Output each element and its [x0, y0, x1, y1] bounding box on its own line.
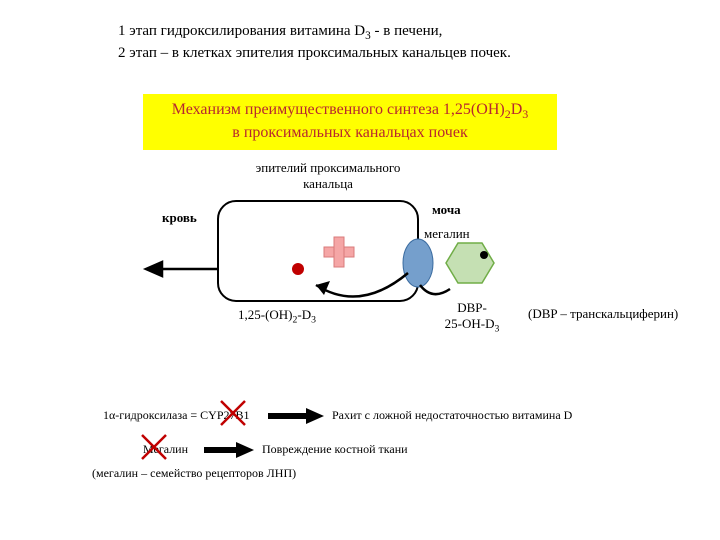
banner-line2: в проксимальных канальцах почек [232, 124, 467, 141]
diagram [140, 195, 520, 335]
footer-rachitis: Рахит с ложной недостаточностью витамина… [332, 408, 572, 423]
product-dot [292, 263, 304, 275]
label-epithelium-1: эпителий проксимального [256, 160, 401, 175]
arrow-cyp-rachitis [268, 406, 324, 426]
label-epithelium: эпителий проксимального канальца [238, 160, 418, 192]
banner-line1-pre: Механизм преимущественного синтеза 1,25(… [172, 101, 505, 118]
banner-line1-mid: D [511, 101, 523, 118]
label-epithelium-2: канальца [303, 176, 353, 191]
heading-line2: 2 этап – в клетках эпителия проксимальны… [118, 45, 511, 61]
label-dbp-note: (DBP – транскальциферин) [528, 306, 678, 322]
footer-megalin-note: (мегалин – семейство рецепторов ЛНП) [92, 466, 296, 481]
hex-dot [480, 251, 488, 259]
receptor-oval [403, 239, 433, 287]
footer-bone: Повреждение костной ткани [262, 442, 408, 457]
heading-line1-pre: 1 этап гидроксилирования витамина D [118, 23, 365, 39]
arrow-megalin-bone [204, 440, 254, 460]
diagram-svg [140, 195, 520, 335]
x-mark-megalin [139, 432, 169, 462]
arrow-out [146, 262, 218, 276]
heading-text: 1 этап гидроксилирования витамина D3 - в… [118, 22, 638, 63]
banner-line1-sub2: 3 [522, 107, 528, 121]
x-mark-cyp [218, 398, 248, 428]
slide: 1 этап гидроксилирования витамина D 3 - в… [0, 0, 720, 540]
dbp-hexagon [446, 243, 494, 283]
banner: Механизм преимущественного синтеза 1,25(… [143, 94, 557, 150]
heading-line1-post: - в печени, [371, 23, 443, 39]
